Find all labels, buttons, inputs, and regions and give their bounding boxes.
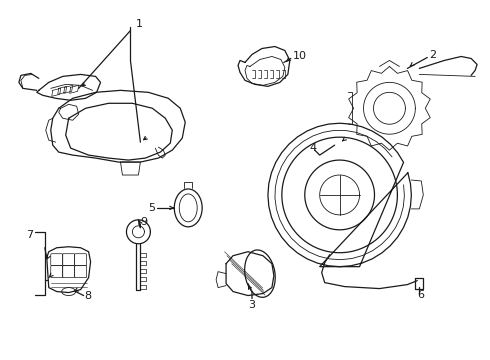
Text: 5: 5 [148, 203, 155, 213]
Text: 9: 9 [141, 217, 147, 227]
Text: 10: 10 [293, 51, 307, 62]
Text: 1: 1 [135, 19, 143, 29]
Text: 4: 4 [310, 143, 317, 153]
Text: 3: 3 [248, 300, 255, 310]
Text: 6: 6 [417, 289, 424, 300]
Text: 8: 8 [85, 291, 92, 301]
Text: 7: 7 [25, 230, 33, 240]
Text: 2: 2 [429, 50, 437, 60]
